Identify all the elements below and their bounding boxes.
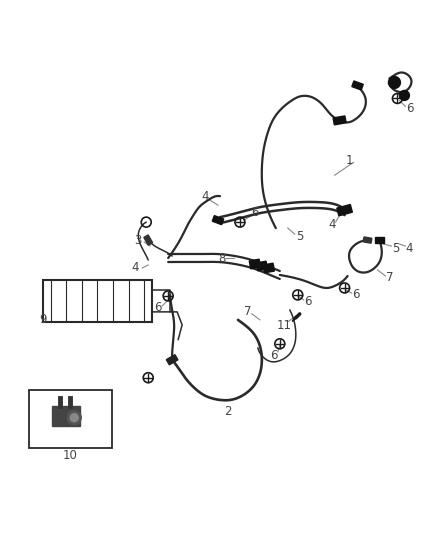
Text: 7: 7 xyxy=(244,305,252,318)
Bar xyxy=(333,116,346,125)
Text: 11: 11 xyxy=(276,319,291,333)
Text: 4: 4 xyxy=(328,217,336,231)
Text: 5: 5 xyxy=(392,241,399,255)
Bar xyxy=(374,237,385,243)
Circle shape xyxy=(389,77,400,88)
Bar xyxy=(363,237,372,243)
Text: 6: 6 xyxy=(251,206,258,219)
Bar xyxy=(212,216,224,224)
Text: 6: 6 xyxy=(155,301,162,314)
Text: 4: 4 xyxy=(131,262,139,274)
Bar xyxy=(256,261,268,271)
Circle shape xyxy=(70,414,78,422)
Bar xyxy=(166,354,178,365)
Text: 4: 4 xyxy=(201,190,209,203)
Bar xyxy=(249,259,261,269)
Text: 6: 6 xyxy=(270,349,278,362)
Text: 7: 7 xyxy=(386,271,393,285)
Text: 6: 6 xyxy=(304,295,311,309)
Text: 8: 8 xyxy=(218,252,226,264)
Bar xyxy=(144,235,152,245)
Bar xyxy=(352,81,363,90)
Circle shape xyxy=(399,91,410,100)
Text: 10: 10 xyxy=(63,449,78,462)
Text: 9: 9 xyxy=(39,313,46,326)
Text: 6: 6 xyxy=(406,102,413,115)
Bar xyxy=(263,263,275,273)
Text: 3: 3 xyxy=(134,233,142,247)
Text: 6: 6 xyxy=(352,288,359,302)
Text: 1: 1 xyxy=(346,154,353,167)
Text: 2: 2 xyxy=(224,405,232,418)
Bar xyxy=(42,280,152,322)
Circle shape xyxy=(67,411,81,425)
Text: 4: 4 xyxy=(406,241,413,255)
Text: 5: 5 xyxy=(296,230,304,243)
Bar xyxy=(28,390,112,448)
Bar xyxy=(337,205,353,216)
Bar xyxy=(52,406,80,426)
